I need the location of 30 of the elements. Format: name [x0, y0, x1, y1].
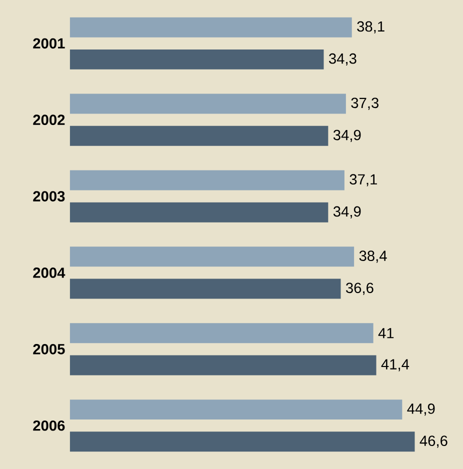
data-label: 38,1 — [357, 21, 384, 34]
data-label: 44,9 — [407, 404, 435, 416]
data-label: 34,9 — [333, 130, 361, 142]
data-label: 37,3 — [351, 98, 378, 110]
data-label: 34,3 — [328, 53, 356, 66]
bar — [70, 246, 354, 267]
data-label: 38,4 — [359, 250, 387, 263]
y-tick-label: 2006 — [33, 420, 65, 431]
data-label: 41 — [378, 328, 394, 338]
data-label: 41,4 — [381, 359, 409, 372]
bar — [70, 94, 346, 114]
bar — [70, 355, 376, 376]
data-label: 46,6 — [420, 436, 448, 448]
bar — [70, 17, 352, 38]
data-label: 34,9 — [333, 206, 361, 218]
bar — [70, 202, 328, 222]
y-tick-label: 2005 — [33, 344, 65, 354]
bar — [70, 400, 402, 420]
bar — [70, 432, 415, 452]
y-tick-label: 2002 — [33, 114, 65, 126]
bar — [70, 126, 328, 146]
bar — [70, 170, 344, 190]
data-label: 37,1 — [350, 174, 377, 186]
bar — [70, 278, 341, 299]
y-tick-label: 2001 — [33, 38, 65, 49]
data-label: 36,6 — [346, 282, 374, 295]
y-tick-label: 2003 — [33, 191, 65, 202]
y-tick-label: 2004 — [33, 268, 66, 278]
bar — [70, 323, 374, 344]
bar — [70, 49, 324, 70]
